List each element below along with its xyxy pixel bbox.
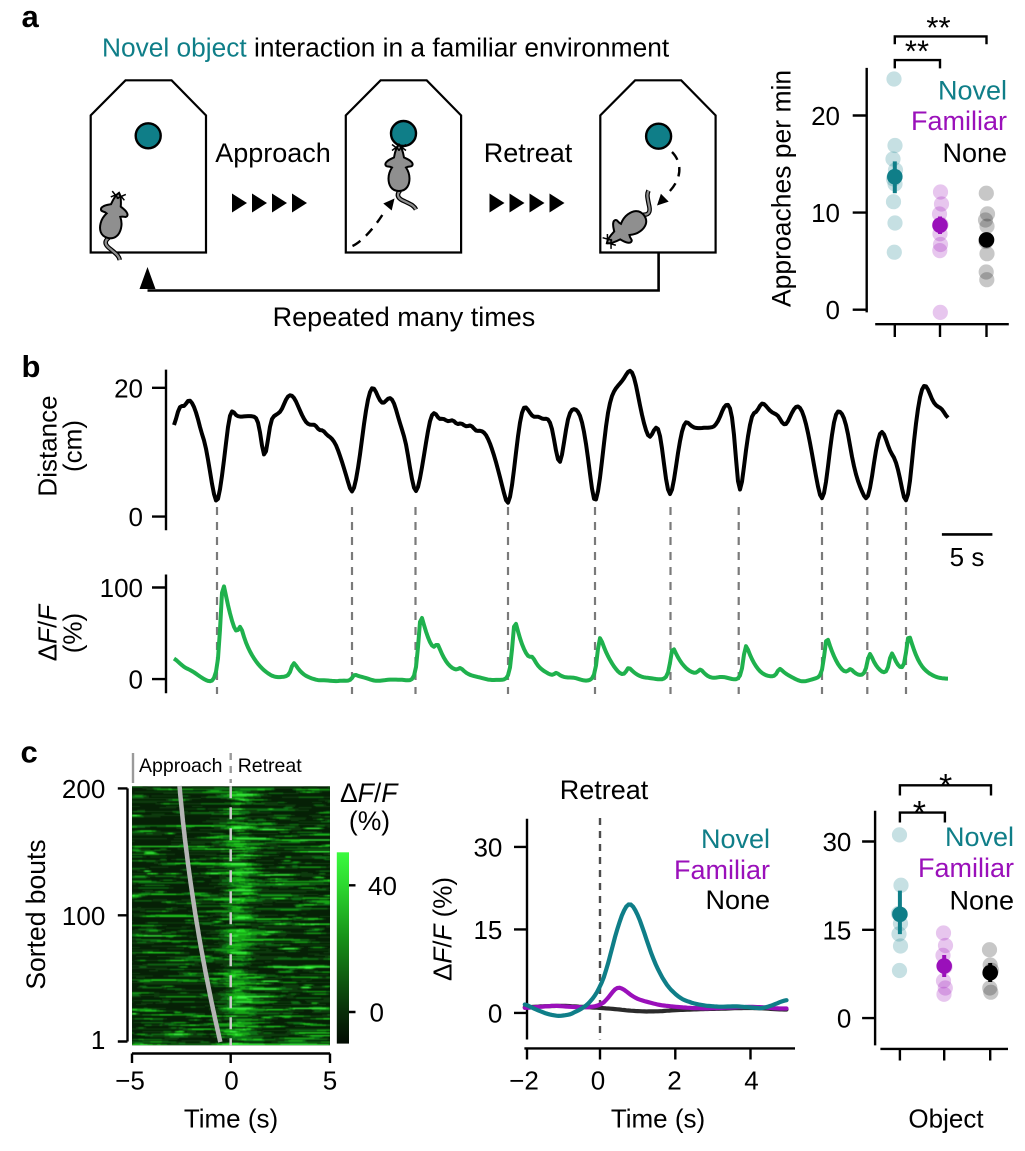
- svg-text:Approach: Approach: [139, 755, 222, 777]
- svg-text:a: a: [22, 0, 40, 34]
- svg-text:Novel object interaction in a: Novel object interaction in a familiar e…: [102, 33, 670, 63]
- svg-text:Sorted bouts: Sorted bouts: [21, 839, 51, 989]
- svg-text:0: 0: [591, 1066, 605, 1096]
- svg-text:100: 100: [100, 573, 143, 603]
- svg-text:−5: −5: [115, 1066, 145, 1096]
- svg-text:30: 30: [473, 832, 502, 862]
- svg-text:b: b: [22, 349, 41, 384]
- svg-text:15: 15: [473, 915, 502, 945]
- svg-text:Familiar: Familiar: [674, 855, 770, 885]
- svg-text:Retreat: Retreat: [484, 138, 573, 168]
- svg-text:Retreat: Retreat: [238, 755, 303, 777]
- svg-text:Time (s): Time (s): [184, 1104, 278, 1134]
- svg-text:ΔF/F: ΔF/F: [340, 778, 399, 808]
- svg-text:(%): (%): [58, 613, 88, 653]
- svg-text:*: *: [913, 795, 926, 833]
- svg-text:30: 30: [822, 827, 851, 857]
- svg-text:0: 0: [129, 502, 143, 532]
- svg-text:0: 0: [129, 665, 143, 695]
- svg-text:0: 0: [370, 997, 384, 1027]
- svg-text:(cm): (cm): [58, 420, 88, 472]
- svg-text:c: c: [21, 735, 38, 770]
- svg-text:Object: Object: [908, 1104, 984, 1134]
- svg-text:5 s: 5 s: [950, 542, 985, 572]
- svg-text:None: None: [705, 885, 770, 915]
- svg-text:15: 15: [822, 915, 851, 945]
- svg-text:None: None: [942, 138, 1007, 168]
- svg-text:ΔF/F (%): ΔF/F (%): [428, 877, 458, 981]
- svg-text:100: 100: [62, 901, 105, 931]
- svg-text:−2: −2: [509, 1066, 539, 1096]
- svg-text:Novel: Novel: [701, 824, 770, 854]
- svg-text:Novel: Novel: [945, 822, 1014, 852]
- svg-text:(%): (%): [349, 806, 390, 836]
- svg-text:4: 4: [744, 1066, 758, 1096]
- svg-text:*: *: [939, 768, 952, 806]
- svg-text:20: 20: [811, 101, 840, 131]
- svg-text:5: 5: [323, 1066, 337, 1096]
- svg-text:ΔF/F: ΔF/F: [33, 603, 63, 662]
- svg-text:0: 0: [488, 998, 502, 1028]
- svg-text:Time (s): Time (s): [611, 1104, 705, 1134]
- svg-text:0: 0: [224, 1066, 238, 1096]
- svg-text:1: 1: [91, 1025, 105, 1055]
- svg-text:**: **: [926, 10, 950, 45]
- svg-text:Distance: Distance: [33, 395, 63, 496]
- svg-text:Familiar: Familiar: [911, 106, 1007, 136]
- svg-text:Novel: Novel: [938, 76, 1007, 106]
- svg-text:0: 0: [837, 1004, 851, 1034]
- svg-text:Approaches per min: Approaches per min: [767, 70, 797, 307]
- svg-text:0: 0: [826, 295, 840, 325]
- svg-text:2: 2: [667, 1066, 681, 1096]
- svg-text:40: 40: [368, 871, 397, 901]
- svg-text:200: 200: [62, 774, 105, 804]
- svg-text:None: None: [949, 886, 1014, 916]
- svg-text:Retreat: Retreat: [560, 775, 649, 805]
- svg-text:Approach: Approach: [215, 138, 331, 168]
- svg-text:20: 20: [114, 373, 143, 403]
- svg-text:**: **: [905, 34, 929, 69]
- svg-text:10: 10: [811, 198, 840, 228]
- svg-text:Repeated many times: Repeated many times: [273, 302, 536, 332]
- svg-text:Familiar: Familiar: [918, 853, 1014, 883]
